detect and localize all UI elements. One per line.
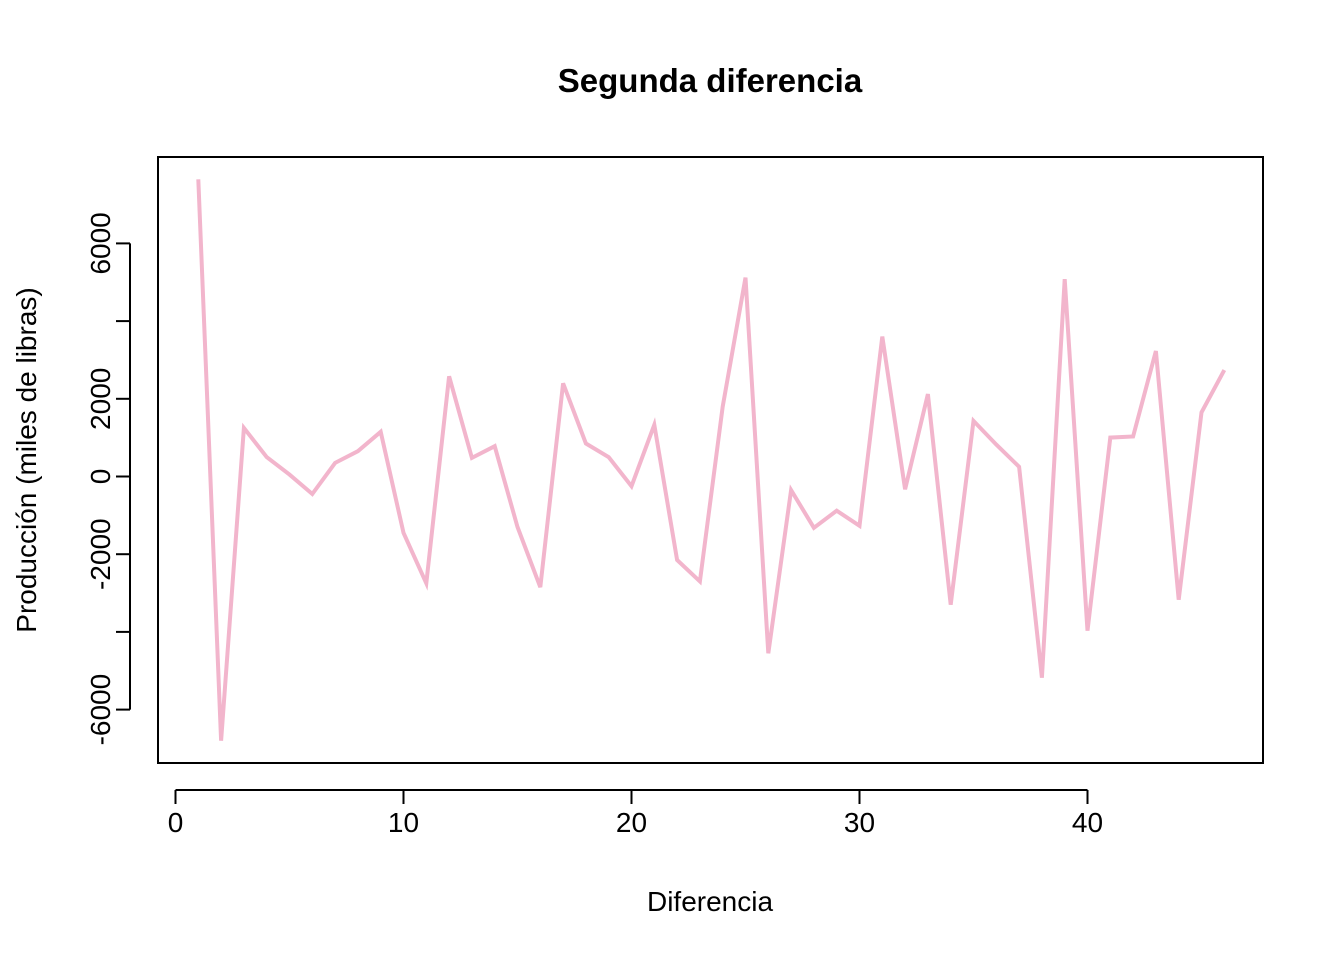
- x-tick-label: 20: [616, 807, 647, 838]
- series-line: [196, 179, 1227, 741]
- y-tick-label: 2000: [85, 368, 116, 430]
- y-tick-label: -2000: [85, 518, 116, 590]
- chart-title: Segunda diferencia: [558, 62, 863, 99]
- x-tick-label: 40: [1072, 807, 1103, 838]
- x-tick-label: 30: [844, 807, 875, 838]
- x-tick-label: 0: [168, 807, 184, 838]
- plot-frame: [157, 156, 1264, 764]
- y-tick-label: 0: [85, 469, 116, 485]
- y-tick-label: 6000: [85, 212, 116, 274]
- x-axis: 0 10 20 30 40: [168, 789, 1103, 838]
- x-axis-label: Diferencia: [647, 886, 773, 917]
- y-axis-label: Producción (miles de libras): [11, 287, 42, 632]
- y-axis: -6000 -2000 0 2000 6000: [85, 212, 131, 746]
- y-tick-label: -6000: [85, 674, 116, 746]
- x-tick-label: 10: [388, 807, 419, 838]
